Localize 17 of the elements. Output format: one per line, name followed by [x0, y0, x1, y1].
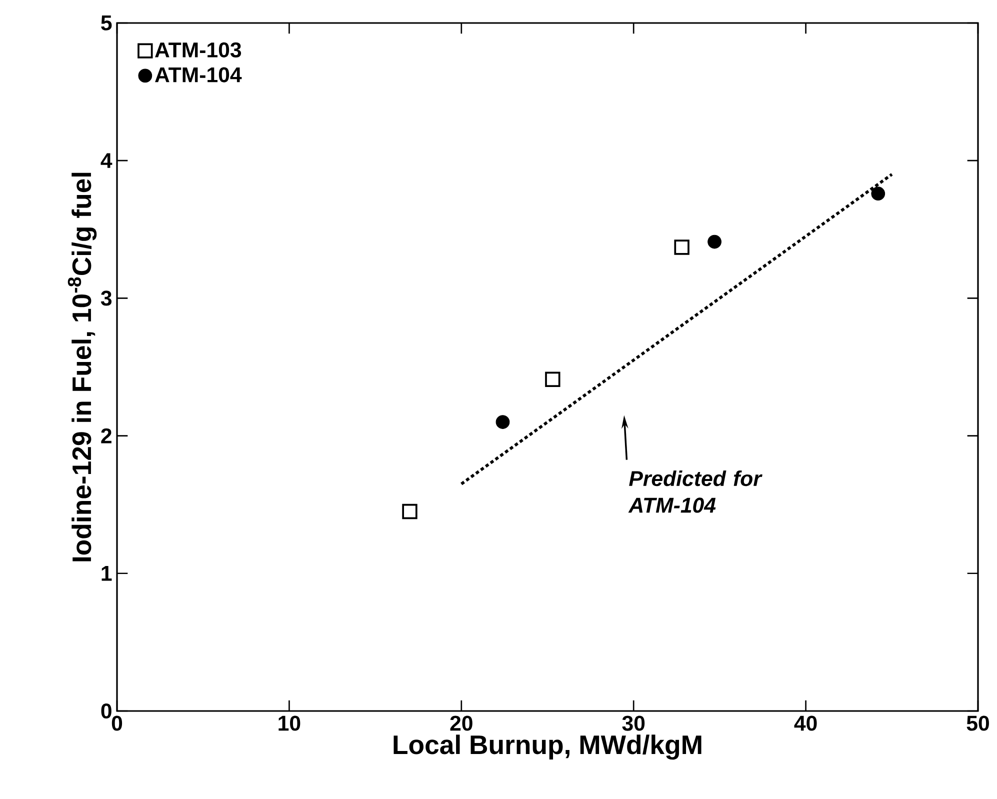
- x-axis-title: Local Burnup, MWd/kgM: [394, 734, 702, 760]
- y-tick-label: 2: [101, 428, 112, 444]
- y-tick-label: 3: [100, 290, 112, 306]
- x-tick-label: 0: [112, 716, 122, 731]
- legend-label: ATM-103: [155, 42, 242, 58]
- x-tick-label: 50: [966, 716, 989, 731]
- x-tick-label: 10: [278, 716, 300, 731]
- annotation: Predicted for ATM-104: [628, 470, 762, 513]
- x-tick-label: 20: [450, 716, 472, 731]
- y-tick-label: 5: [101, 16, 112, 30]
- legend-label: ATM-104: [155, 67, 242, 82]
- y-axis-title: Iodine-129 in Fuel, 10$^{-8}$Ci/g fuel: [68, 172, 97, 562]
- y-tick-label: 1: [102, 566, 112, 581]
- y-tick-label: 0: [101, 703, 112, 719]
- y-tick-label: 4: [100, 153, 112, 168]
- x-tick-label: 30: [622, 716, 645, 731]
- x-tick-label: 40: [794, 716, 817, 731]
